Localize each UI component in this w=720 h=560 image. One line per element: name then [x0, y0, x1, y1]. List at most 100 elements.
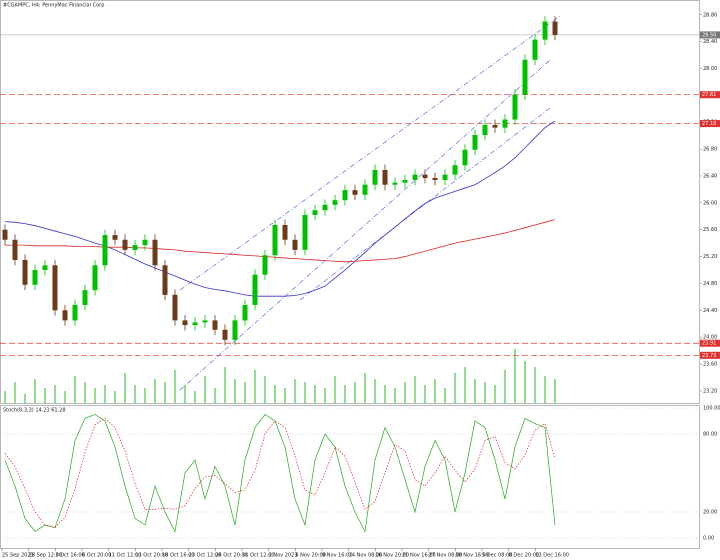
candle-body: [352, 190, 358, 195]
candle-body: [302, 214, 308, 250]
candle-body: [512, 94, 518, 120]
candle-body: [552, 21, 558, 35]
stoch-line: [4, 414, 556, 533]
candle-body: [122, 239, 128, 250]
x-tick-label: 28 Sep 12:00: [29, 553, 62, 559]
channel-line: [179, 15, 561, 291]
candle-body: [22, 259, 28, 285]
y-tick-label: 28.00: [703, 66, 717, 72]
stoch-tick-label: 100.00: [703, 406, 720, 412]
x-tick-label: 23 Oct 12:00: [189, 553, 222, 559]
candle-body: [312, 210, 318, 215]
frame: [0, 0, 700, 549]
candle-body: [492, 124, 498, 128]
candle-body: [362, 184, 368, 195]
candle-body: [402, 180, 408, 183]
candle-body: [372, 169, 378, 185]
y-tick-label: 26.80: [703, 147, 717, 153]
x-tick-label: 30 Nov 16:00: [455, 553, 489, 559]
level-box: [700, 91, 720, 99]
x-tick-label: 16 Nov 20:00: [375, 553, 409, 559]
candle-body: [522, 59, 528, 95]
candle-body: [92, 265, 98, 291]
x-tick-label: 9 Nov 16:00: [322, 553, 353, 559]
level-label: 23.91: [702, 341, 716, 347]
candle-body: [262, 255, 268, 275]
stoch-tick-label: 80.00: [703, 432, 717, 438]
x-tick-label: 5 Dec 08:00: [482, 553, 512, 559]
candle-body: [392, 182, 398, 185]
candle-body: [532, 39, 538, 60]
y-tick-label: 28.40: [703, 39, 717, 45]
candle-body: [412, 174, 418, 181]
candle-body: [252, 274, 258, 305]
candle-body: [82, 290, 88, 305]
moving-average: [5, 219, 556, 263]
candle-body: [462, 149, 468, 166]
x-tick-label: 14 Nov 08:00: [349, 553, 383, 559]
candle-body: [152, 239, 158, 266]
level-box: [700, 351, 720, 359]
candle-body: [472, 135, 478, 150]
candle-body: [342, 190, 348, 201]
y-tick-label: 28.80: [703, 12, 717, 18]
candle-body: [452, 165, 458, 175]
y-tick-label: 26.40: [703, 173, 717, 179]
level-box: [700, 120, 720, 128]
price-panel: [0, 0, 700, 404]
candle-body: [52, 265, 58, 311]
level-label: 23.73: [702, 353, 716, 359]
candle-body: [202, 320, 208, 323]
candle-body: [272, 225, 278, 256]
x-tick-label: 31 Oct 12:00: [242, 553, 275, 559]
candle-body: [2, 229, 8, 240]
stoch-panel: [0, 405, 700, 549]
candle-body: [232, 320, 238, 340]
candle-body: [502, 119, 508, 128]
y-tick-label: 25.60: [703, 227, 717, 233]
level-label: 27.18: [702, 121, 716, 127]
candle-body: [282, 225, 288, 240]
candle-body: [292, 239, 298, 250]
candle-body: [42, 265, 48, 271]
level-box: [700, 339, 720, 347]
y-tick-label: 26.00: [703, 200, 717, 206]
candle-body: [422, 174, 428, 178]
candle-body: [432, 177, 438, 181]
x-tick-label: 13 Oct 20:00: [135, 553, 168, 559]
candle-body: [182, 320, 188, 326]
moving-average: [4, 120, 556, 297]
x-tick-label: 26 Oct 20:00: [215, 553, 248, 559]
candle-body: [542, 21, 548, 40]
x-tick-label: 8 Dec 20:00: [509, 553, 539, 559]
candle-body: [102, 235, 108, 266]
last-price-box: [700, 31, 720, 39]
y-tick-label: 24.80: [703, 281, 717, 287]
candle-body: [242, 304, 248, 321]
candle-body: [222, 329, 228, 340]
x-tick-label: 21 Nov 16:00: [402, 553, 436, 559]
x-tick-label: 25 Sep 2023: [2, 553, 34, 559]
candle-body: [482, 124, 488, 136]
stoch-tick-label: 0.00: [703, 536, 714, 542]
level-label: 27.61: [702, 92, 716, 98]
y-tick-label: 25.20: [703, 254, 717, 260]
candle-body: [32, 270, 38, 285]
x-tick-label: 2 Nov 2023: [269, 553, 298, 559]
candle-body: [162, 265, 168, 295]
x-tick-label: 13 Dec 16:00: [535, 553, 569, 559]
candle-body: [62, 310, 68, 321]
chart-title: #CGAMPC, H4: PennyMac Financial Corp: [3, 3, 104, 9]
y-tick-label: 23.60: [703, 362, 717, 368]
candle-body: [72, 304, 78, 321]
x-tick-label: 11 Oct 12:00: [109, 553, 142, 559]
x-tick-label: 3 Oct 16:00: [55, 553, 84, 559]
candle-body: [132, 245, 138, 250]
candle-body: [332, 200, 338, 205]
candle-body: [212, 320, 218, 330]
y-tick-label: 24.40: [703, 308, 717, 314]
candle-body: [382, 169, 388, 185]
last-price-label: 28.50: [702, 32, 716, 38]
